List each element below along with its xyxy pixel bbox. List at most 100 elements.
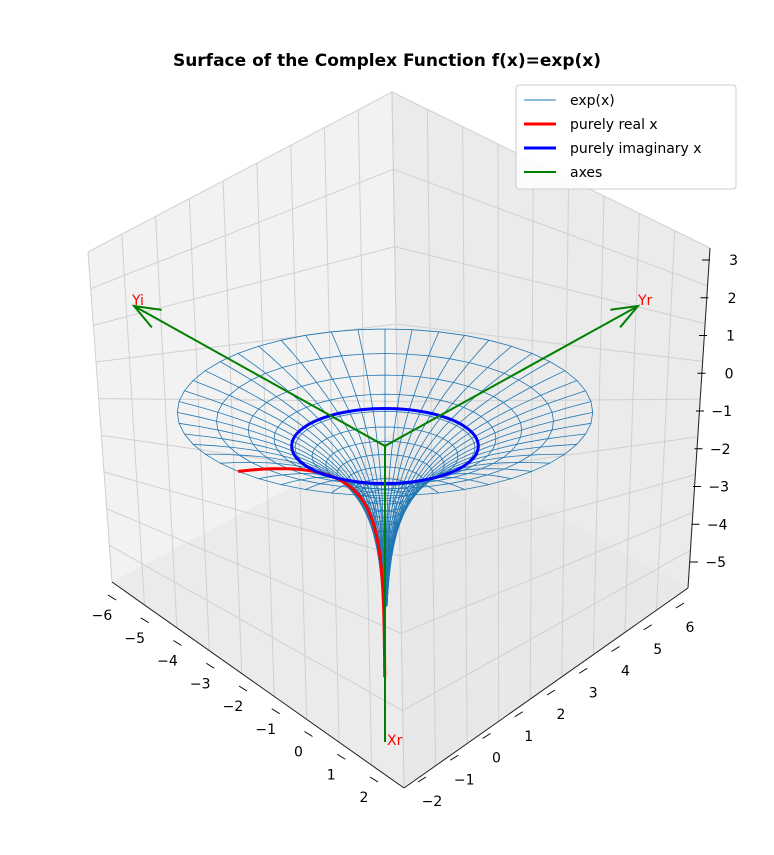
grid-line — [655, 230, 676, 611]
axes-ticks: −6 −5 −4 −3 −2 −1 0 1 2 −2 −1 0 1 2 3 4 5 6 3 2 1 0 −1 −2 −3 −4 −5 — [92, 253, 738, 810]
x-tick-mark — [271, 708, 281, 715]
x-tick-label: −4 — [157, 654, 178, 670]
surface-radial — [330, 331, 385, 605]
y-tick-label: 0 — [492, 751, 501, 767]
grid-line — [397, 398, 701, 402]
x-axis-line — [111, 581, 405, 789]
grid-line — [109, 544, 403, 712]
grid-line — [121, 234, 145, 605]
legend-label: purely imaginary x — [570, 141, 702, 157]
x-tick-label: −3 — [190, 676, 211, 692]
x-tick-mark — [336, 753, 346, 760]
legend-label: exp(x) — [570, 93, 615, 109]
y-tick-mark — [514, 711, 524, 718]
surface-radial — [386, 361, 551, 606]
axis-arrow-labels: Yi Yr Xr — [131, 293, 653, 749]
grid-line — [188, 198, 210, 651]
axis-arrows — [131, 304, 641, 742]
chart-title: Surface of the Complex Function f(x)=exp… — [173, 51, 601, 71]
surface-radial — [386, 353, 533, 606]
z-axis-line — [687, 247, 711, 589]
grid-line — [592, 195, 605, 655]
y-tick-label: 1 — [524, 729, 533, 745]
legend: exp(x) purely real x purely imaginary x axe… — [515, 84, 737, 190]
grid-line — [402, 549, 691, 712]
y-tick-mark — [578, 667, 588, 674]
grid-line — [624, 213, 640, 633]
x-tick-mark — [369, 776, 379, 783]
arrow-yr — [384, 305, 639, 447]
surface-radial — [385, 339, 490, 605]
legend-label: axes — [570, 165, 602, 181]
axis-label-xr: Xr — [387, 733, 403, 749]
grid-line — [222, 180, 243, 674]
grid-line — [393, 168, 708, 287]
y-tick-label: −1 — [454, 772, 475, 788]
grid-line — [103, 471, 401, 557]
grid-line — [401, 511, 694, 634]
grid-line — [399, 474, 696, 557]
y-tick-label: 5 — [653, 642, 662, 658]
arrow-yr-head — [610, 304, 641, 328]
purely-imaginary-curve — [290, 406, 480, 486]
grid-line — [87, 91, 393, 253]
grid-line — [394, 246, 706, 325]
x-tick-mark — [140, 617, 150, 624]
grid-line — [90, 168, 394, 290]
axes-grid — [87, 91, 711, 789]
x-tick-mark — [238, 685, 248, 692]
x-tick-label: −2 — [223, 699, 244, 715]
surface-radial — [305, 335, 385, 605]
axis-label-yi: Yi — [131, 293, 144, 309]
y-tick-mark — [449, 754, 459, 761]
grid-line — [106, 508, 402, 634]
grid-line — [462, 126, 468, 744]
z-tick-label: 1 — [726, 329, 735, 345]
z-tick-label: −5 — [705, 555, 726, 571]
y-tick-label: 4 — [621, 664, 630, 680]
y-tick-mark — [546, 689, 556, 696]
grid-line — [426, 109, 437, 766]
x-tick-label: −5 — [124, 631, 145, 647]
grid-line — [98, 398, 398, 402]
grid-line — [497, 143, 500, 722]
y-tick-label: 6 — [686, 620, 695, 636]
grid-line — [256, 163, 275, 697]
z-tick-label: −2 — [710, 442, 731, 458]
arrow-yi — [133, 305, 386, 447]
x-tick-label: 0 — [294, 745, 303, 761]
x-tick-label: −6 — [92, 608, 113, 624]
exp-surface-wireframe — [176, 328, 594, 607]
x-tick-label: 2 — [360, 790, 369, 806]
x-tick-mark — [304, 731, 313, 737]
y-tick-mark — [643, 624, 653, 631]
x-tick-mark — [205, 662, 215, 669]
legend-box — [515, 84, 737, 190]
z-tick-label: −1 — [711, 404, 732, 420]
z-tick-label: 3 — [729, 253, 738, 269]
surface-radial — [385, 331, 440, 605]
grid-line — [323, 127, 340, 743]
y-tick-label: 3 — [589, 685, 598, 701]
x-tick-label: −1 — [255, 722, 276, 738]
floor-pane — [112, 430, 688, 788]
z-tick-label: −4 — [707, 517, 728, 533]
arrow-yi-head — [131, 304, 162, 329]
grid-line — [395, 323, 703, 362]
grid-line — [529, 161, 534, 700]
y-axis-line — [403, 587, 689, 789]
grid-line — [87, 251, 113, 583]
z-tick-label: 0 — [725, 366, 734, 382]
x-tick-label: 1 — [327, 767, 336, 783]
y-tick-label: −2 — [422, 794, 443, 810]
surface-radial — [385, 335, 465, 605]
grid-line — [357, 109, 373, 766]
x-tick-mark — [107, 594, 117, 601]
y-tick-mark — [611, 646, 620, 652]
axis-label-yr: Yr — [637, 293, 653, 309]
x-tick-mark — [173, 640, 182, 646]
y-tick-mark — [482, 733, 491, 739]
z-tick-label: −3 — [708, 480, 729, 496]
z-tick-label: 2 — [728, 291, 737, 307]
